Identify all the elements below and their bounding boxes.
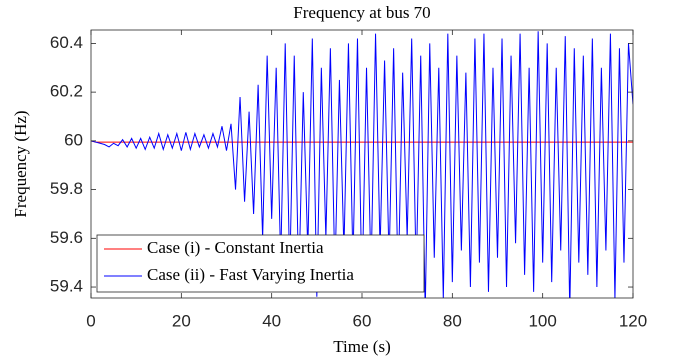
x-tick-label: 0 (86, 311, 95, 330)
y-tick-label: 60 (64, 130, 83, 149)
y-tick-label: 59.8 (50, 179, 83, 198)
y-tick-label: 59.4 (50, 277, 83, 296)
chart-title: Frequency at bus 70 (293, 3, 430, 22)
x-tick-label: 40 (262, 311, 281, 330)
x-tick-label: 120 (619, 311, 647, 330)
legend-label: Case (ii) - Fast Varying Inertia (147, 265, 354, 284)
y-tick-label: 59.6 (50, 228, 83, 247)
series-line (91, 140, 633, 143)
x-tick-label: 20 (172, 311, 191, 330)
x-tick-label: 80 (443, 311, 462, 330)
y-tick-label: 60.2 (50, 82, 83, 101)
y-tick-label: 60.4 (50, 33, 83, 52)
x-tick-label: 60 (353, 311, 372, 330)
y-axis-label: Frequency (Hz) (11, 110, 30, 217)
x-axis-label: Time (s) (333, 337, 390, 356)
legend-box (96, 234, 425, 293)
legend-label: Case (i) - Constant Inertia (147, 238, 324, 257)
x-tick-label: 100 (528, 311, 556, 330)
